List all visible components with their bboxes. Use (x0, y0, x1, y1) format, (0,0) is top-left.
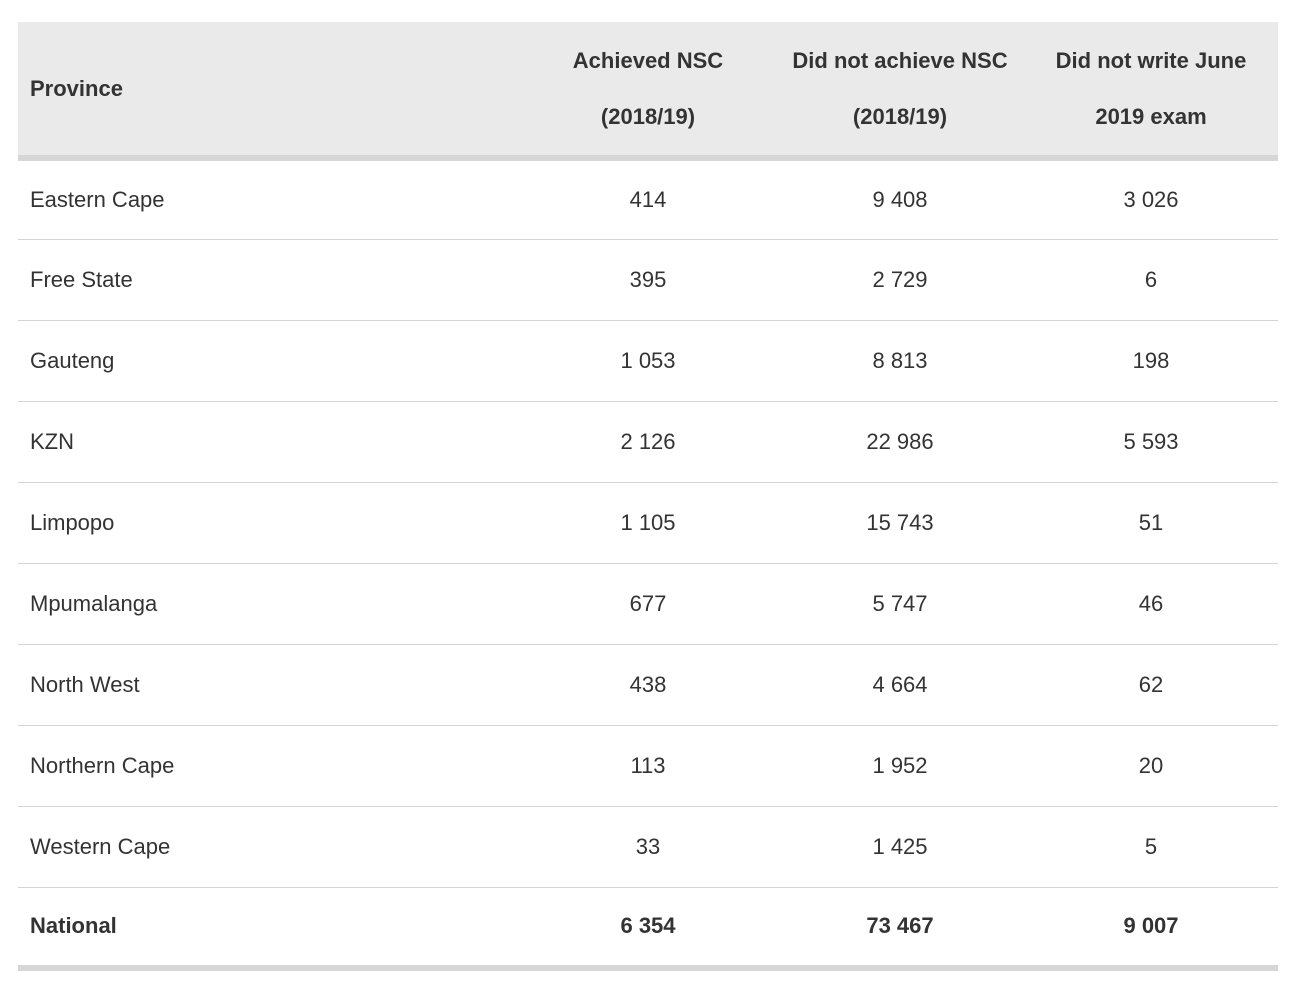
cell-did-not-write: 6 (1144, 266, 1158, 292)
cell-province: Limpopo (30, 509, 115, 535)
header-achieved-line2: (2018/19) (600, 103, 696, 129)
total-province: National (30, 913, 117, 939)
cell-achieved: 2 126 (620, 428, 676, 454)
cell-province: Northern Cape (30, 752, 175, 778)
cell-province: Free State (30, 266, 133, 292)
cell-not-achieved: 22 986 (866, 428, 934, 454)
cell-achieved: 414 (629, 186, 667, 212)
cell-province: Western Cape (30, 833, 171, 859)
cell-province: Eastern Cape (30, 186, 165, 212)
table-row: Limpopo 1 105 15 743 51 (18, 482, 1278, 563)
cell-achieved: 33 (635, 833, 661, 859)
cell-did-not-write: 5 593 (1123, 428, 1179, 454)
cell-did-not-write: 20 (1138, 752, 1164, 778)
cell-not-achieved: 9 408 (872, 186, 928, 212)
table-body: Eastern Cape 414 9 408 3 026 Free State … (18, 158, 1278, 968)
cell-did-not-write: 46 (1138, 590, 1164, 616)
table-header: Province Achieved NSC (2018/19) Did not … (18, 22, 1278, 161)
header-not-achieved-line1: Did not achieve NSC (792, 47, 1008, 73)
province-results-table: Province Achieved NSC (2018/19) Did not … (18, 22, 1278, 971)
cell-not-achieved: 1 425 (872, 833, 928, 859)
cell-did-not-write: 51 (1138, 509, 1164, 535)
cell-achieved: 1 105 (620, 509, 676, 535)
table-row: Free State 395 2 729 6 (18, 239, 1278, 320)
cell-did-not-write: 3 026 (1123, 186, 1179, 212)
table-row: Eastern Cape 414 9 408 3 026 (18, 158, 1278, 239)
cell-achieved: 677 (629, 590, 667, 616)
header-row: Province Achieved NSC (2018/19) Did not … (18, 22, 1278, 161)
header-achieved: Achieved NSC (2018/19) (520, 22, 776, 161)
cell-not-achieved: 15 743 (866, 509, 934, 535)
header-achieved-line1: Achieved NSC (572, 47, 724, 73)
total-achieved: 6 354 (620, 913, 676, 939)
cell-province: KZN (30, 428, 74, 454)
cell-did-not-write: 5 (1144, 833, 1158, 859)
header-did-not-write: Did not write June 2019 exam (1024, 22, 1278, 161)
cell-not-achieved: 2 729 (872, 266, 928, 292)
cell-not-achieved: 1 952 (872, 752, 928, 778)
cell-did-not-write: 62 (1138, 671, 1164, 697)
cell-not-achieved: 5 747 (872, 590, 928, 616)
cell-achieved: 1 053 (620, 347, 676, 373)
table-row: Mpumalanga 677 5 747 46 (18, 563, 1278, 644)
header-did-not-write-line1: Did not write June (1055, 47, 1247, 73)
header-not-achieved-line2: (2018/19) (852, 103, 948, 129)
table-row: Western Cape 33 1 425 5 (18, 806, 1278, 887)
cell-achieved: 438 (629, 671, 667, 697)
table-row: KZN 2 126 22 986 5 593 (18, 401, 1278, 482)
header-province: Province (18, 22, 520, 161)
total-not-achieved: 73 467 (866, 913, 934, 939)
province-results-table-container: Province Achieved NSC (2018/19) Did not … (18, 22, 1278, 971)
cell-province: North West (30, 671, 140, 697)
table-total-row: National 6 354 73 467 9 007 (18, 887, 1278, 968)
table-row: North West 438 4 664 62 (18, 644, 1278, 725)
header-did-not-write-line2: 2019 exam (1095, 103, 1207, 129)
total-did-not-write: 9 007 (1123, 913, 1179, 939)
cell-achieved: 395 (629, 266, 667, 292)
cell-did-not-write: 198 (1132, 347, 1170, 373)
cell-achieved: 113 (630, 752, 666, 778)
header-not-achieved: Did not achieve NSC (2018/19) (776, 22, 1024, 161)
cell-province: Mpumalanga (30, 590, 158, 616)
cell-not-achieved: 8 813 (872, 347, 928, 373)
cell-not-achieved: 4 664 (872, 671, 928, 697)
table-row: Northern Cape 113 1 952 20 (18, 725, 1278, 806)
cell-province: Gauteng (30, 347, 115, 373)
table-row: Gauteng 1 053 8 813 198 (18, 320, 1278, 401)
